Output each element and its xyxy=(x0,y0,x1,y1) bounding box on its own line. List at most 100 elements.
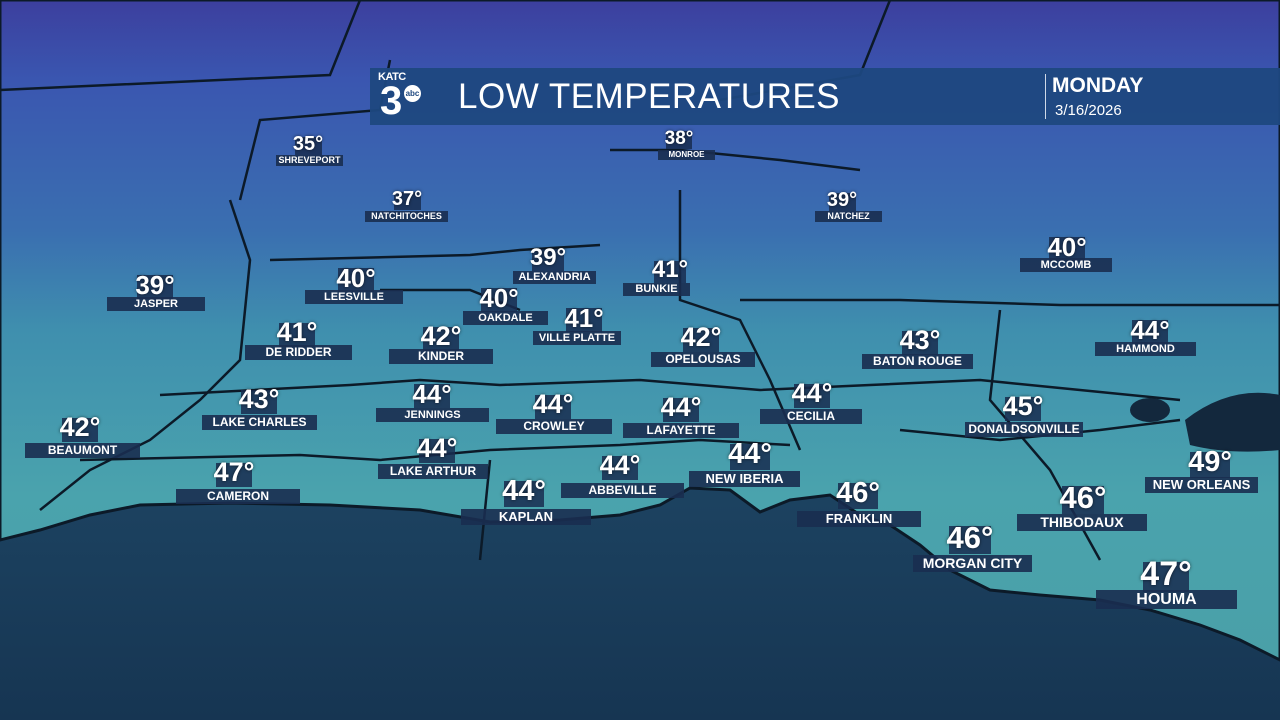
temp-background xyxy=(838,482,878,510)
city-name: MONROE xyxy=(658,150,715,160)
temp-background xyxy=(418,438,456,464)
temp-background xyxy=(294,137,322,155)
city-name: FRANKLIN xyxy=(797,511,921,527)
city-name: DONALDSONVILLE xyxy=(965,422,1083,437)
page-title: LOW TEMPERATURES xyxy=(458,77,841,116)
temperature-value: 39° xyxy=(135,269,175,300)
city-name: HOUMA xyxy=(1096,590,1237,609)
temp-background xyxy=(481,288,517,312)
lake-maurepas xyxy=(1130,398,1170,422)
temp-background xyxy=(682,327,720,353)
temp-background xyxy=(215,462,253,488)
temp-background xyxy=(828,193,856,211)
city-name: NATCHEZ xyxy=(815,211,882,222)
temp-background xyxy=(666,131,692,149)
city-name: HAMMOND xyxy=(1095,342,1196,356)
temp-background xyxy=(949,526,991,554)
temperature-value: 44° xyxy=(660,392,702,423)
temperature-value: 38° xyxy=(664,127,694,149)
temp-background xyxy=(601,455,639,481)
city-name: CECILIA xyxy=(760,409,862,424)
city-name: KAPLAN xyxy=(461,509,591,525)
temperature-value: 47° xyxy=(1140,555,1192,594)
temperature-value: 40° xyxy=(1047,231,1087,262)
temperature-value: 46° xyxy=(946,520,994,556)
temperature-value: 41° xyxy=(651,256,689,284)
temperature-value: 49° xyxy=(1188,446,1232,479)
forecast-date: 3/16/2026 xyxy=(1055,102,1122,119)
temperature-value: 42° xyxy=(420,321,462,352)
temperature-value: 45° xyxy=(1002,391,1044,422)
city-name: JENNINGS xyxy=(376,408,489,422)
temp-background xyxy=(338,268,374,292)
temp-background xyxy=(662,397,700,423)
temperature-value: 41° xyxy=(276,317,318,348)
temperature-value: 35° xyxy=(292,133,324,156)
temperature-value: 37° xyxy=(391,188,423,211)
city-name: ALEXANDRIA xyxy=(513,271,596,284)
city-name: NEW ORLEANS xyxy=(1145,477,1258,493)
temp-background xyxy=(531,249,565,271)
lake-pontchartrain xyxy=(1185,392,1280,452)
temperature-value: 46° xyxy=(836,477,880,510)
logo-station: KATC xyxy=(378,71,406,83)
header-banner: KATC 3 abc LOW TEMPERATURES MONDAY 3/16/… xyxy=(370,68,1280,125)
divider xyxy=(1045,74,1046,119)
city-name: CAMERON xyxy=(176,489,300,504)
temperature-value: 39° xyxy=(826,189,858,212)
city-name: NEW IBERIA xyxy=(689,471,800,487)
logo-network: abc xyxy=(404,85,421,102)
temp-background xyxy=(137,275,173,299)
temp-background xyxy=(504,480,544,508)
temp-background xyxy=(393,192,421,210)
temp-background xyxy=(1132,320,1168,344)
temp-background xyxy=(240,389,278,415)
city-name: VILLE PLATTE xyxy=(533,331,621,345)
city-name: OPELOUSAS xyxy=(651,352,755,367)
temperature-value: 44° xyxy=(532,389,574,420)
city-name: DE RIDDER xyxy=(245,345,352,360)
temp-background xyxy=(414,384,450,408)
city-name: OAKDALE xyxy=(463,311,548,325)
temp-background xyxy=(793,383,831,409)
city-name: ABBEVILLE xyxy=(561,483,684,498)
city-name: JASPER xyxy=(107,297,205,311)
temp-background xyxy=(901,330,939,356)
temperature-value: 40° xyxy=(479,282,519,313)
temp-background xyxy=(730,443,770,471)
temperature-value: 42° xyxy=(59,412,101,443)
forecast-day: MONDAY xyxy=(1052,74,1144,97)
temperature-value: 44° xyxy=(728,438,772,471)
temperature-value: 44° xyxy=(599,450,641,481)
temperature-value: 42° xyxy=(680,322,722,353)
temp-background xyxy=(1049,237,1085,261)
temperature-value: 47° xyxy=(213,457,255,488)
city-name: BEAUMONT xyxy=(25,443,140,458)
city-name: LAFAYETTE xyxy=(623,423,739,438)
city-name: BATON ROUGE xyxy=(862,354,973,369)
city-name: CROWLEY xyxy=(496,419,612,434)
temperature-value: 46° xyxy=(1059,480,1107,516)
temp-background xyxy=(422,326,460,352)
logo-channel: 3 xyxy=(380,79,403,123)
temperature-value: 44° xyxy=(416,433,458,464)
temperature-value: 43° xyxy=(899,325,941,356)
city-name: MCCOMB xyxy=(1020,258,1112,272)
temperature-value: 44° xyxy=(1130,314,1170,345)
temp-background xyxy=(653,261,687,283)
city-name: LEESVILLE xyxy=(305,290,403,304)
temp-background xyxy=(534,394,572,420)
katc-abc-logo: KATC 3 abc xyxy=(378,71,442,123)
city-name: LAKE CHARLES xyxy=(202,415,317,430)
temp-background xyxy=(1143,561,1189,593)
temp-background xyxy=(1004,396,1042,422)
city-name: LAKE ARTHUR xyxy=(378,464,488,479)
temperature-value: 39° xyxy=(529,244,567,272)
temperature-value: 41° xyxy=(564,302,604,333)
city-name: KINDER xyxy=(389,349,493,364)
temperature-value: 44° xyxy=(502,475,546,508)
temp-background xyxy=(61,417,99,443)
temp-background xyxy=(278,322,316,348)
temp-background xyxy=(1062,486,1104,514)
temp-background xyxy=(566,308,602,332)
